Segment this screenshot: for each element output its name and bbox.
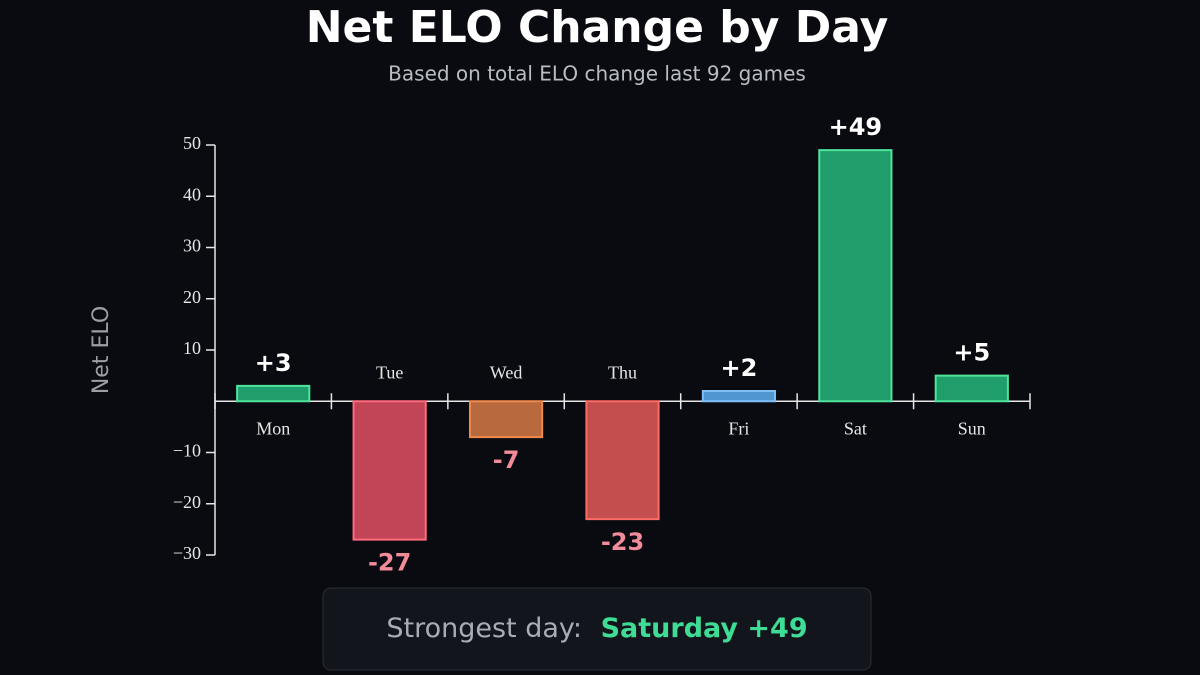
y-tick-label: 30 <box>183 236 201 256</box>
x-tick-label: Thu <box>608 362 637 382</box>
bar <box>701 390 777 403</box>
y-tick-label: −20 <box>173 492 201 512</box>
summary-box <box>322 587 872 671</box>
y-tick-label: 10 <box>183 338 201 358</box>
x-tick-label: Sat <box>844 418 867 438</box>
x-tick-label: Wed <box>490 362 523 382</box>
value-label: -7 <box>493 446 520 474</box>
bar <box>468 400 544 439</box>
x-tick-label: Mon <box>256 418 290 438</box>
y-tick-label: 40 <box>183 184 201 204</box>
bar <box>352 400 427 541</box>
y-tick-label: 50 <box>183 133 201 153</box>
x-tick-label: Tue <box>376 362 403 382</box>
value-label: +2 <box>721 354 758 382</box>
value-label: -23 <box>601 528 644 556</box>
value-label: +3 <box>255 349 292 377</box>
value-label: +5 <box>953 339 990 367</box>
bar <box>585 400 660 521</box>
x-tick-label: Fri <box>728 418 749 438</box>
chart-title: Net ELO Change by Day <box>306 2 889 53</box>
bar <box>934 374 1009 403</box>
value-label: -27 <box>368 549 411 577</box>
summary-value: Saturday +49 <box>601 613 808 644</box>
summary-label: Strongest day: <box>386 613 582 644</box>
chart-subtitle: Based on total ELO change last 92 games <box>388 62 806 86</box>
bar <box>818 149 893 403</box>
y-axis-label: Net ELO <box>89 306 114 394</box>
y-tick-label: −30 <box>173 543 201 563</box>
y-tick-label: 20 <box>183 287 201 307</box>
y-tick-label: −10 <box>173 441 201 461</box>
value-label: +49 <box>829 113 883 141</box>
summary-text: Strongest day: Saturday +49 <box>386 613 807 644</box>
x-tick-label: Sun <box>958 418 986 438</box>
bar <box>236 384 311 403</box>
